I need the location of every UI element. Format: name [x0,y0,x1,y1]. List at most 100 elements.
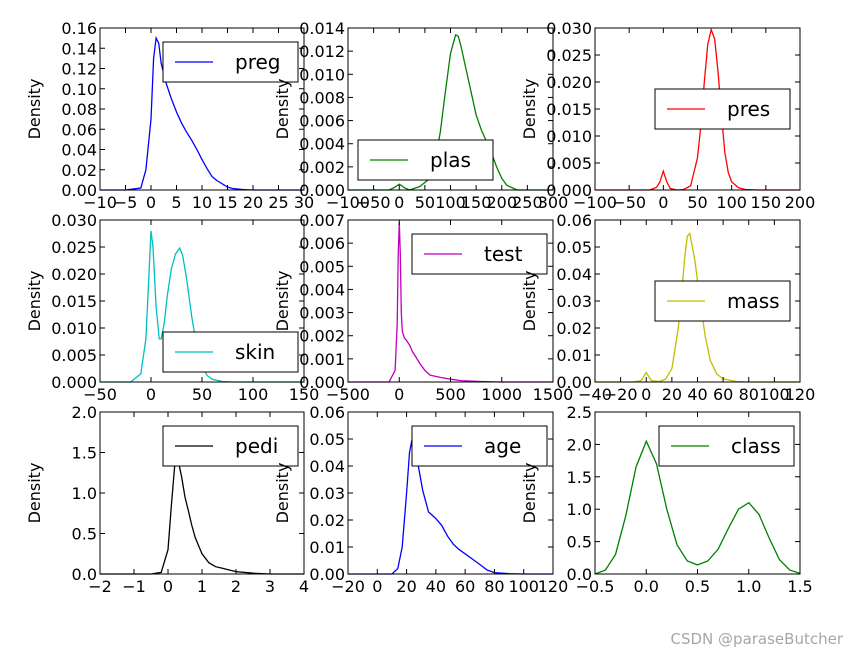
legend: age [411,425,548,467]
y-tick-label: 0.12 [61,60,97,79]
legend-label: skin [235,340,275,364]
y-tick-label: 0.04 [309,457,345,476]
y-tick-label: 0.00 [309,565,345,584]
y-tick-label: 0.08 [61,100,97,119]
y-tick-label: 0.014 [299,19,345,38]
legend-label: mass [727,289,780,313]
y-tick-label: 0.020 [546,73,592,92]
legend-label: pedi [235,434,278,458]
y-tick-label: 0.01 [309,538,345,557]
subplot-pedi: −2 −1 0 1 2 3 4 0.0 0.5 1.0 1.5 2.0 Density pedi [25,403,309,596]
y-tick-label: 0.02 [309,511,345,530]
x-tick-label: 100 [508,577,539,596]
y-tick-label: 0.04 [61,141,97,160]
x-tick-label: 50 [415,193,435,212]
y-tick-label: 0.004 [299,280,345,299]
y-tick-label: 0.003 [299,304,345,323]
x-tick-label: −100 [326,193,370,212]
y-tick-label: 0.03 [556,292,592,311]
legend: class [658,425,795,467]
x-tick-label: 1.5 [787,577,812,596]
x-tick-label: −100 [573,193,617,212]
x-tick-label: 0 [146,385,156,404]
legend: pedi [162,425,299,467]
y-tick-label: 0.001 [299,350,345,369]
density-curve-age [348,435,553,575]
y-tick-label: 0.05 [309,430,345,449]
y-tick-label: 0.06 [61,120,97,139]
y-axis-label: Density [273,463,292,524]
x-tick-label: 50 [687,193,707,212]
y-axis-label: Density [25,79,44,140]
y-tick-label: 0.002 [299,158,345,177]
density-curve-mass [595,232,800,383]
y-tick-label: 2.0 [567,435,592,454]
x-tick-label: 200 [486,193,517,212]
density-curve-plas [348,33,553,191]
x-tick-label: 60 [713,385,733,404]
legend: skin [162,331,299,373]
y-tick-label: 0.015 [546,100,592,119]
y-tick-label: 0.007 [299,211,345,230]
subplot-pres: −100−50 0 50 100 150 200 0.000 0.005 0.010 0.015 0… [520,19,815,212]
x-tick-label: 10 [192,193,212,212]
y-tick-label: 0.14 [61,39,97,58]
x-tick-label: 4 [299,577,309,596]
y-tick-label: 0.025 [546,46,592,65]
x-tick-label: 0 [146,193,156,212]
y-tick-label: 0.00 [556,373,592,392]
y-tick-label: 0.06 [309,403,345,422]
y-tick-label: 0.5 [567,533,592,552]
x-tick-label: −50 [83,385,117,404]
y-tick-label: 0.012 [299,42,345,61]
legend: plas [357,139,494,181]
x-tick-label: 60 [455,577,475,596]
y-tick-label: 0.000 [546,181,592,200]
x-tick-label: 250 [512,193,543,212]
y-tick-label: 0.01 [556,346,592,365]
x-tick-label: 120 [538,577,569,596]
y-tick-label: 0.02 [61,161,97,180]
y-tick-label: 0.004 [299,135,345,154]
x-tick-label: 500 [435,385,466,404]
y-tick-label: 0.010 [546,127,592,146]
x-tick-label: 100 [238,385,269,404]
legend-label: test [484,242,523,266]
y-axis-label: Density [273,79,292,140]
x-tick-label: 80 [484,577,504,596]
watermark: CSDN @paraseButcher [670,630,843,648]
x-tick-label: 1 [197,577,207,596]
legend-label: class [731,434,781,458]
x-tick-label: −20 [331,577,365,596]
y-tick-label: 1.5 [72,444,97,463]
x-tick-label: 1.0 [736,577,761,596]
y-tick-label: 0.06 [556,211,592,230]
y-tick-label: 0.030 [546,19,592,38]
y-tick-label: 2.0 [72,403,97,422]
x-tick-label: 150 [289,385,320,404]
x-tick-label: 30 [294,193,314,212]
density-curve-pedi [100,454,304,575]
y-tick-label: 0.015 [51,292,97,311]
y-tick-label: 0.020 [51,265,97,284]
x-tick-label: 100 [716,193,747,212]
x-tick-label: 3 [265,577,275,596]
x-tick-label: 50 [192,385,212,404]
x-tick-label: 100 [435,193,466,212]
y-tick-label: 1.0 [567,500,592,519]
legend: preg [162,41,299,83]
y-tick-label: 0.000 [299,373,345,392]
x-tick-label: −1 [122,577,146,596]
x-tick-label: 0 [372,577,382,596]
x-tick-label: −40 [578,385,612,404]
x-tick-label: −50 [612,193,646,212]
density-curve-class [594,439,801,575]
y-tick-label: 0.025 [51,238,97,257]
legend: pres [654,88,791,130]
x-tick-label: 100 [759,385,790,404]
x-tick-label: 0 [163,577,173,596]
y-tick-label: 0.0 [72,565,97,584]
x-tick-label: 1500 [533,385,574,404]
